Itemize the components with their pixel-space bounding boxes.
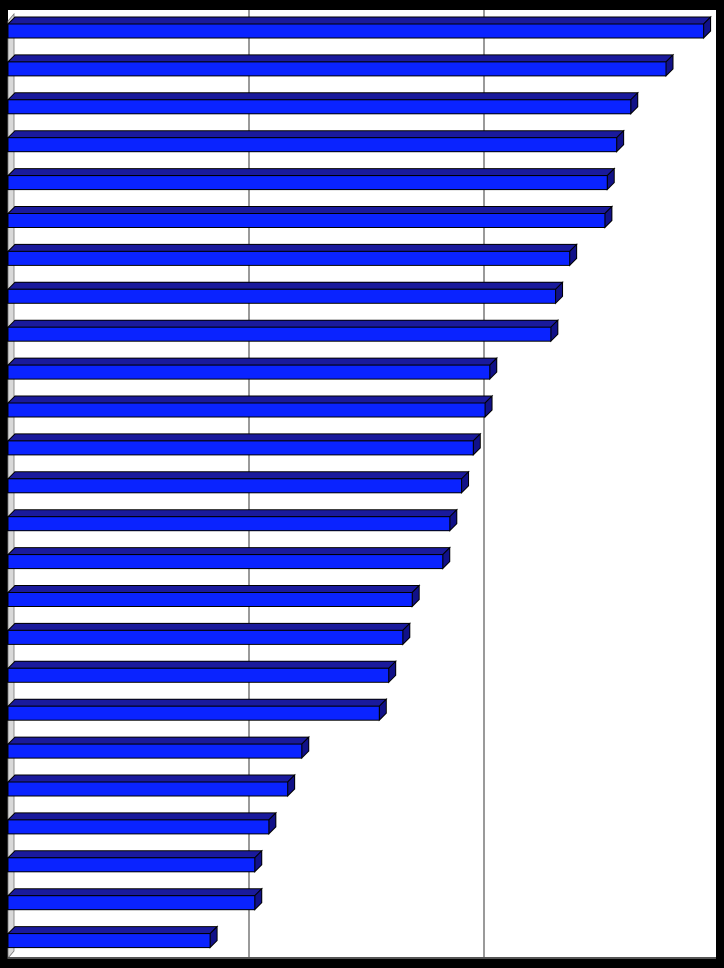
- bar: [7, 478, 463, 494]
- bar-top: [6, 585, 421, 593]
- bar-top: [6, 926, 219, 935]
- bar-top: [6, 319, 560, 328]
- bar-top: [6, 660, 397, 669]
- bar-top: [6, 206, 614, 214]
- bar-top: [6, 812, 278, 821]
- bar: [7, 592, 413, 607]
- bar: [7, 895, 256, 911]
- bar-top: [6, 509, 459, 518]
- bar-top: [6, 433, 482, 442]
- bar: [7, 402, 486, 418]
- bar-top: [6, 888, 263, 897]
- bar-top: [6, 357, 498, 366]
- bar: [7, 516, 451, 532]
- bar-top: [6, 243, 578, 252]
- bar: [7, 61, 667, 77]
- bar: [7, 364, 491, 380]
- bar-top: [6, 92, 639, 101]
- bar-top: [6, 547, 451, 556]
- bar-top: [6, 850, 263, 859]
- bar: [7, 554, 444, 570]
- bar-top: [6, 54, 675, 63]
- bar-top: [6, 130, 625, 139]
- bar: [7, 250, 571, 266]
- bar-top: [6, 395, 494, 404]
- bar-top: [6, 622, 412, 631]
- bar-top: [6, 774, 296, 783]
- bar: [7, 99, 632, 115]
- bar: [7, 440, 474, 456]
- bar: [7, 933, 211, 949]
- bar-top: [6, 281, 564, 290]
- bar-top: [6, 16, 712, 25]
- bar-top: [6, 471, 470, 480]
- bar-top: [6, 698, 388, 707]
- bar-top: [6, 736, 310, 745]
- bar: [7, 819, 270, 835]
- bar: [7, 743, 303, 759]
- bar: [7, 629, 404, 645]
- bar: [7, 137, 618, 153]
- bar: [7, 175, 608, 191]
- bar: [7, 326, 552, 342]
- bar: [7, 781, 289, 797]
- bar-top: [6, 168, 616, 177]
- bar: [7, 23, 705, 39]
- bar: [7, 288, 557, 304]
- bar: [7, 705, 380, 721]
- bar: [7, 857, 256, 873]
- bar: [7, 213, 606, 228]
- bar: [7, 667, 390, 683]
